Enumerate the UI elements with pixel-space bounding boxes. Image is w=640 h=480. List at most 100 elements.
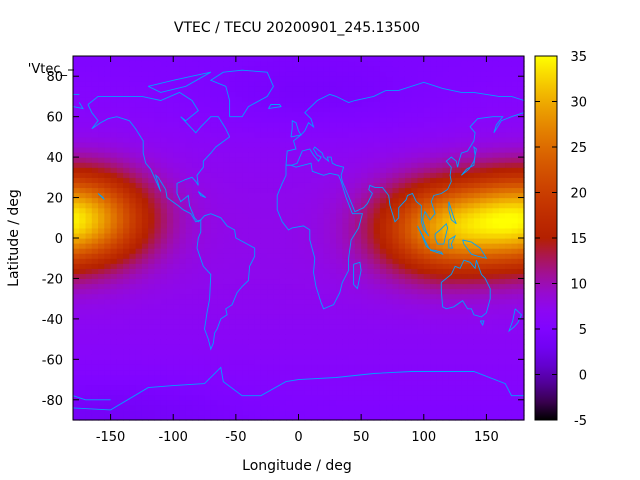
heatmap-cell — [260, 369, 268, 376]
heatmap-cell — [486, 157, 494, 163]
heatmap-cell — [129, 303, 137, 310]
heatmap-cell — [285, 222, 293, 229]
heatmap-cell — [304, 394, 312, 401]
heatmap-cell — [141, 298, 149, 305]
heatmap-cell — [486, 152, 494, 158]
heatmap-cell — [285, 349, 293, 355]
heatmap-cell — [123, 359, 130, 365]
heatmap-cell — [210, 344, 218, 350]
heatmap-cell — [198, 232, 206, 239]
heatmap-cell — [242, 187, 249, 194]
heatmap-cell — [498, 192, 506, 199]
heatmap-cell — [204, 364, 212, 371]
heatmap-cell — [267, 293, 275, 300]
heatmap-cell — [85, 111, 93, 118]
heatmap-cell — [148, 162, 156, 168]
heatmap-cell — [411, 394, 419, 401]
heatmap-cell — [123, 76, 130, 82]
heatmap-cell — [154, 207, 162, 214]
heatmap-cell — [411, 167, 419, 173]
heatmap-cell — [135, 263, 143, 269]
heatmap-cell — [223, 323, 231, 330]
heatmap-cell — [260, 354, 268, 360]
heatmap-cell — [273, 364, 281, 371]
heatmap-cell — [141, 76, 149, 82]
heatmap-cell — [336, 288, 343, 295]
heatmap-cell — [85, 227, 93, 234]
heatmap-cell — [379, 313, 387, 320]
heatmap-cell — [98, 101, 105, 108]
heatmap-cell — [198, 167, 206, 173]
heatmap-cell — [354, 71, 362, 77]
heatmap-cell — [467, 334, 475, 340]
heatmap-cell — [461, 202, 469, 209]
heatmap-cell — [166, 121, 174, 128]
heatmap-cell — [329, 344, 337, 350]
heatmap-cell — [442, 182, 450, 189]
heatmap-cell — [292, 283, 300, 290]
heatmap-cell — [373, 172, 381, 178]
heatmap-cell — [498, 243, 506, 249]
heatmap-cell — [210, 414, 218, 421]
heatmap-cell — [210, 111, 218, 118]
heatmap-cell — [91, 66, 99, 72]
heatmap-cell — [179, 339, 187, 345]
heatmap-cell — [110, 147, 118, 153]
heatmap-cell — [423, 106, 431, 113]
heatmap-cell — [273, 141, 281, 148]
heatmap-cell — [492, 369, 500, 376]
heatmap-cell — [448, 86, 456, 92]
heatmap-cell — [198, 253, 206, 259]
heatmap-cell — [204, 177, 212, 183]
heatmap-cell — [467, 288, 475, 295]
heatmap-cell — [185, 126, 193, 133]
heatmap-cell — [254, 374, 262, 381]
heatmap-cell — [392, 101, 400, 108]
heatmap-cell — [210, 339, 218, 345]
heatmap-cell — [404, 217, 412, 224]
heatmap-cell — [160, 318, 168, 325]
heatmap-cell — [461, 318, 469, 325]
heatmap-cell — [411, 222, 419, 229]
heatmap-cell — [148, 96, 156, 103]
heatmap-cell — [279, 399, 287, 406]
heatmap-cell — [192, 66, 199, 72]
heatmap-cell — [285, 288, 293, 295]
heatmap-cell — [392, 334, 400, 340]
heatmap-cell — [404, 162, 412, 168]
heatmap-cell — [98, 334, 105, 340]
heatmap-cell — [279, 323, 287, 330]
heatmap-cell — [242, 121, 249, 128]
heatmap-cell — [379, 157, 387, 163]
heatmap-cell — [129, 152, 137, 158]
heatmap-cell — [160, 278, 168, 285]
heatmap-cell — [348, 278, 356, 285]
heatmap-cell — [323, 222, 331, 229]
heatmap-cell — [235, 243, 243, 249]
heatmap-cell — [217, 207, 224, 214]
heatmap-cell — [292, 298, 300, 305]
heatmap-cell — [348, 329, 356, 335]
heatmap-cell — [148, 283, 156, 290]
heatmap-cell — [185, 359, 193, 365]
heatmap-cell — [267, 384, 275, 391]
heatmap-cell — [204, 248, 212, 254]
heatmap-cell — [160, 91, 168, 98]
heatmap-cell — [135, 349, 143, 355]
heatmap-cell — [248, 106, 256, 113]
heatmap-cell — [260, 81, 268, 87]
heatmap-cell — [279, 141, 287, 148]
heatmap-cell — [279, 258, 287, 264]
heatmap-cell — [242, 248, 249, 254]
heatmap-cell — [217, 374, 224, 381]
heatmap-cell — [217, 414, 224, 421]
heatmap-cell — [498, 136, 506, 143]
heatmap-cell — [455, 111, 462, 118]
heatmap-cell — [298, 364, 306, 371]
heatmap-cell — [210, 293, 218, 300]
heatmap-cell — [492, 384, 500, 391]
heatmap-cell — [342, 278, 350, 285]
heatmap-cell — [505, 359, 513, 365]
heatmap-cell — [398, 217, 406, 224]
heatmap-cell — [386, 374, 394, 381]
